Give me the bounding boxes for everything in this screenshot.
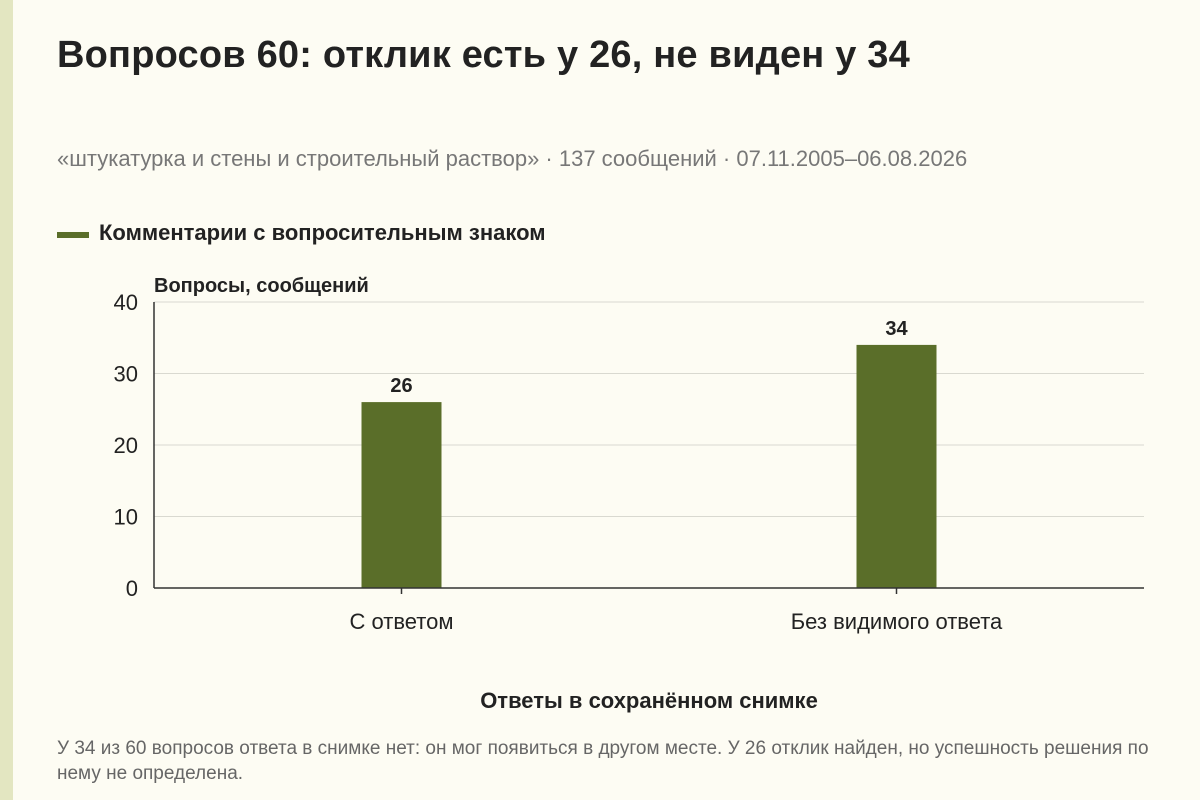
y-axis-label: Вопросы, сообщений	[154, 275, 369, 297]
bar-chart: 0 10 20 30 40 Вопросы, сообщений 26 34 С отве…	[114, 275, 1144, 713]
x-category-label: Без видимого ответа	[791, 609, 1003, 634]
legend-label: Комментарии с вопросительным знаком	[99, 220, 546, 245]
y-tick-label: 10	[114, 505, 138, 530]
chart-legend: Комментарии с вопросительным знаком	[57, 220, 546, 246]
bar-value-label: 26	[390, 375, 412, 397]
x-axis-label: Ответы в сохранённом снимке	[480, 688, 818, 713]
bar	[856, 344, 937, 588]
left-accent-strip	[0, 0, 13, 800]
y-tick-labels: 0 10 20 30 40	[114, 290, 138, 601]
y-tick-label: 0	[126, 576, 138, 601]
data-labels: 26 34	[390, 318, 908, 397]
page-title: Вопросов 60: отклик есть у 26, не виден …	[57, 34, 910, 76]
bars	[361, 344, 937, 588]
y-tick-label: 30	[114, 362, 138, 387]
page-subtitle: «штукатурка и стены и строительный раств…	[57, 146, 968, 171]
grid-lines	[154, 301, 1144, 517]
y-tick-label: 40	[114, 290, 138, 315]
legend-swatch	[57, 232, 89, 238]
x-category-label: С ответом	[350, 609, 454, 634]
bar	[361, 402, 442, 588]
x-category-labels: С ответом Без видимого ответа	[350, 588, 1003, 634]
y-tick-label: 20	[114, 433, 138, 458]
bar-value-label: 34	[885, 318, 908, 340]
footnote: У 34 из 60 вопросов ответа в снимке нет:…	[57, 738, 1149, 784]
